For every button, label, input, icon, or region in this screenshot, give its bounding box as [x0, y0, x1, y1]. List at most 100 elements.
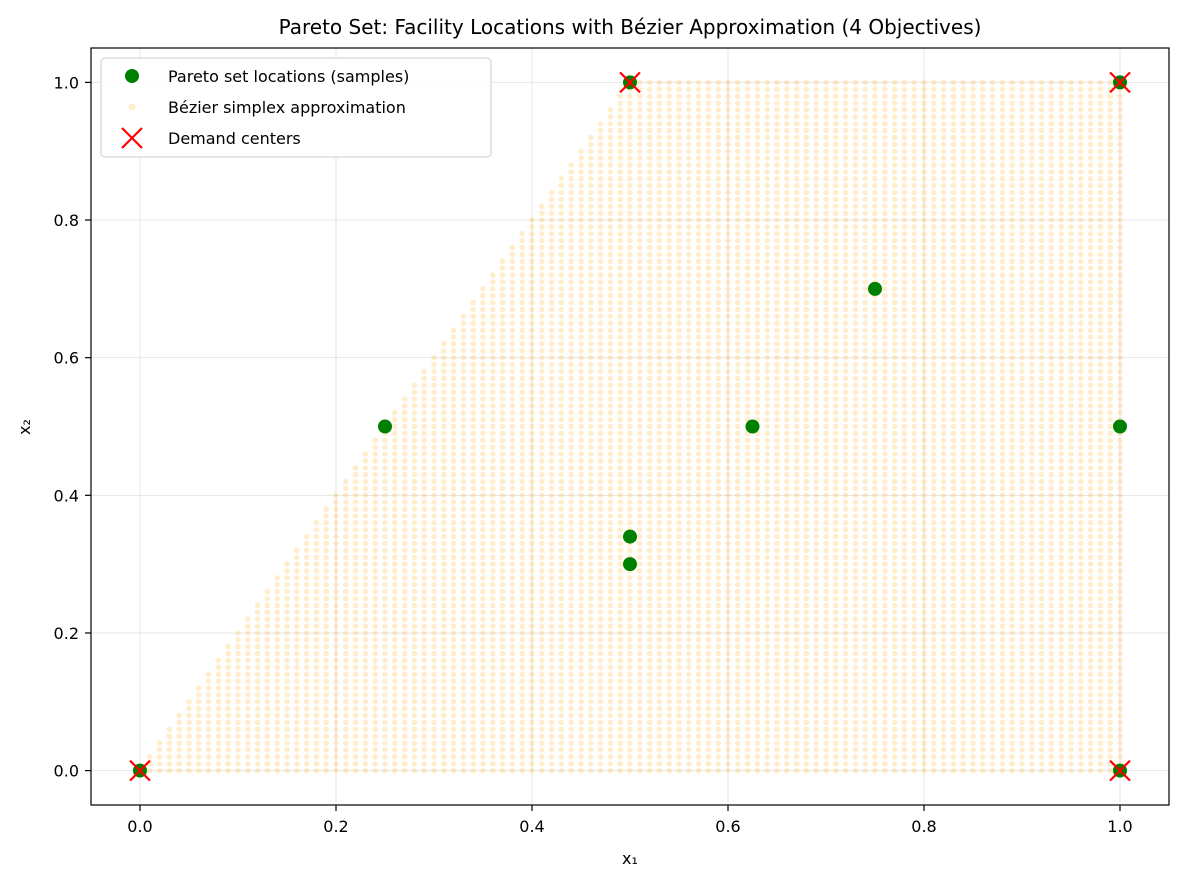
bezier-point: [617, 754, 623, 760]
bezier-point: [343, 740, 349, 746]
bezier-point: [362, 692, 369, 698]
bezier-point: [1038, 471, 1045, 478]
bezier-point: [695, 451, 702, 457]
bezier-point: [1117, 568, 1123, 574]
bezier-point: [970, 520, 976, 526]
bezier-point: [784, 760, 790, 767]
bezier-point: [519, 471, 525, 478]
bezier-point: [754, 719, 761, 726]
bezier-point: [1087, 602, 1094, 609]
bezier-point: [597, 499, 604, 506]
bezier-point: [509, 465, 516, 471]
bezier-point: [529, 588, 535, 595]
bezier-point: [264, 630, 271, 636]
bezier-point: [323, 657, 330, 664]
bezier-point: [411, 705, 418, 712]
bezier-point: [989, 630, 996, 636]
bezier-point: [1048, 595, 1055, 602]
bezier-point: [901, 705, 908, 712]
bezier-point: [1029, 444, 1035, 450]
bezier-point: [921, 561, 927, 567]
bezier-point: [764, 692, 770, 698]
bezier-point: [441, 726, 447, 733]
bezier-point: [470, 451, 477, 457]
bezier-point: [901, 575, 908, 581]
bezier-point: [1078, 643, 1084, 650]
bezier-point: [960, 416, 966, 423]
bezier-point: [793, 492, 800, 499]
bezier-point: [196, 705, 202, 712]
bezier-point: [597, 451, 604, 457]
bezier-point: [872, 444, 878, 450]
bezier-point: [646, 513, 653, 519]
bezier-point: [1078, 595, 1084, 602]
bezier-point: [1019, 650, 1025, 657]
bezier-point: [372, 485, 379, 492]
bezier-point: [588, 540, 594, 547]
bezier-point: [411, 643, 418, 650]
bezier-point: [1048, 609, 1055, 616]
bezier-point: [323, 671, 330, 677]
bezier-point: [940, 403, 947, 409]
bezier-point: [1078, 712, 1084, 719]
bezier-point: [911, 754, 917, 760]
bezier-point: [568, 382, 574, 389]
bezier-point: [186, 760, 192, 767]
bezier-point: [1097, 506, 1104, 512]
bezier-point: [578, 471, 584, 478]
bezier-point: [744, 451, 751, 457]
bezier-point: [372, 754, 379, 760]
bezier-point: [303, 637, 310, 643]
bezier-point: [833, 506, 839, 512]
bezier-point: [539, 485, 545, 492]
bezier-point: [637, 499, 643, 506]
bezier-point: [891, 444, 898, 450]
bezier-point: [735, 637, 741, 643]
bezier-point: [989, 430, 996, 437]
bezier-point: [450, 616, 457, 622]
bezier-point: [862, 678, 868, 684]
bezier-point: [421, 582, 428, 588]
bezier-point: [989, 582, 996, 588]
bezier-point: [519, 719, 525, 726]
bezier-point: [725, 561, 731, 567]
bezier-point: [637, 547, 643, 554]
bezier-point: [1019, 499, 1025, 506]
bezier-point: [147, 754, 153, 760]
bezier-point: [1038, 506, 1045, 512]
bezier-point: [529, 382, 535, 389]
bezier-point: [950, 747, 957, 753]
bezier-point: [186, 719, 192, 726]
bezier-point: [529, 609, 535, 616]
bezier-point: [450, 712, 457, 719]
bezier-point: [264, 664, 271, 671]
bezier-point: [813, 471, 819, 478]
bezier-point: [764, 602, 770, 609]
bezier-point: [392, 561, 398, 567]
bezier-point: [235, 630, 241, 636]
bezier-point: [999, 471, 1006, 478]
bezier-point: [401, 513, 408, 519]
bezier-point: [1009, 444, 1015, 450]
bezier-point: [323, 740, 330, 746]
bezier-point: [970, 754, 976, 760]
bezier-point: [529, 554, 535, 561]
bezier-point: [852, 540, 859, 547]
bezier-point: [940, 437, 947, 444]
bezier-point: [372, 671, 379, 677]
bezier-point: [891, 760, 898, 767]
bezier-point: [568, 588, 574, 595]
bezier-point: [666, 595, 672, 602]
bezier-point: [695, 657, 702, 664]
bezier-point: [421, 389, 428, 395]
bezier-point: [950, 430, 957, 437]
bezier-point: [862, 726, 868, 733]
bezier-point: [676, 444, 682, 450]
bezier-point: [891, 754, 898, 760]
bezier-point: [1087, 499, 1094, 506]
bezier-point: [225, 754, 231, 760]
bezier-point: [940, 726, 947, 733]
bezier-point: [833, 664, 839, 671]
bezier-point: [989, 705, 996, 712]
bezier-point: [774, 637, 780, 643]
